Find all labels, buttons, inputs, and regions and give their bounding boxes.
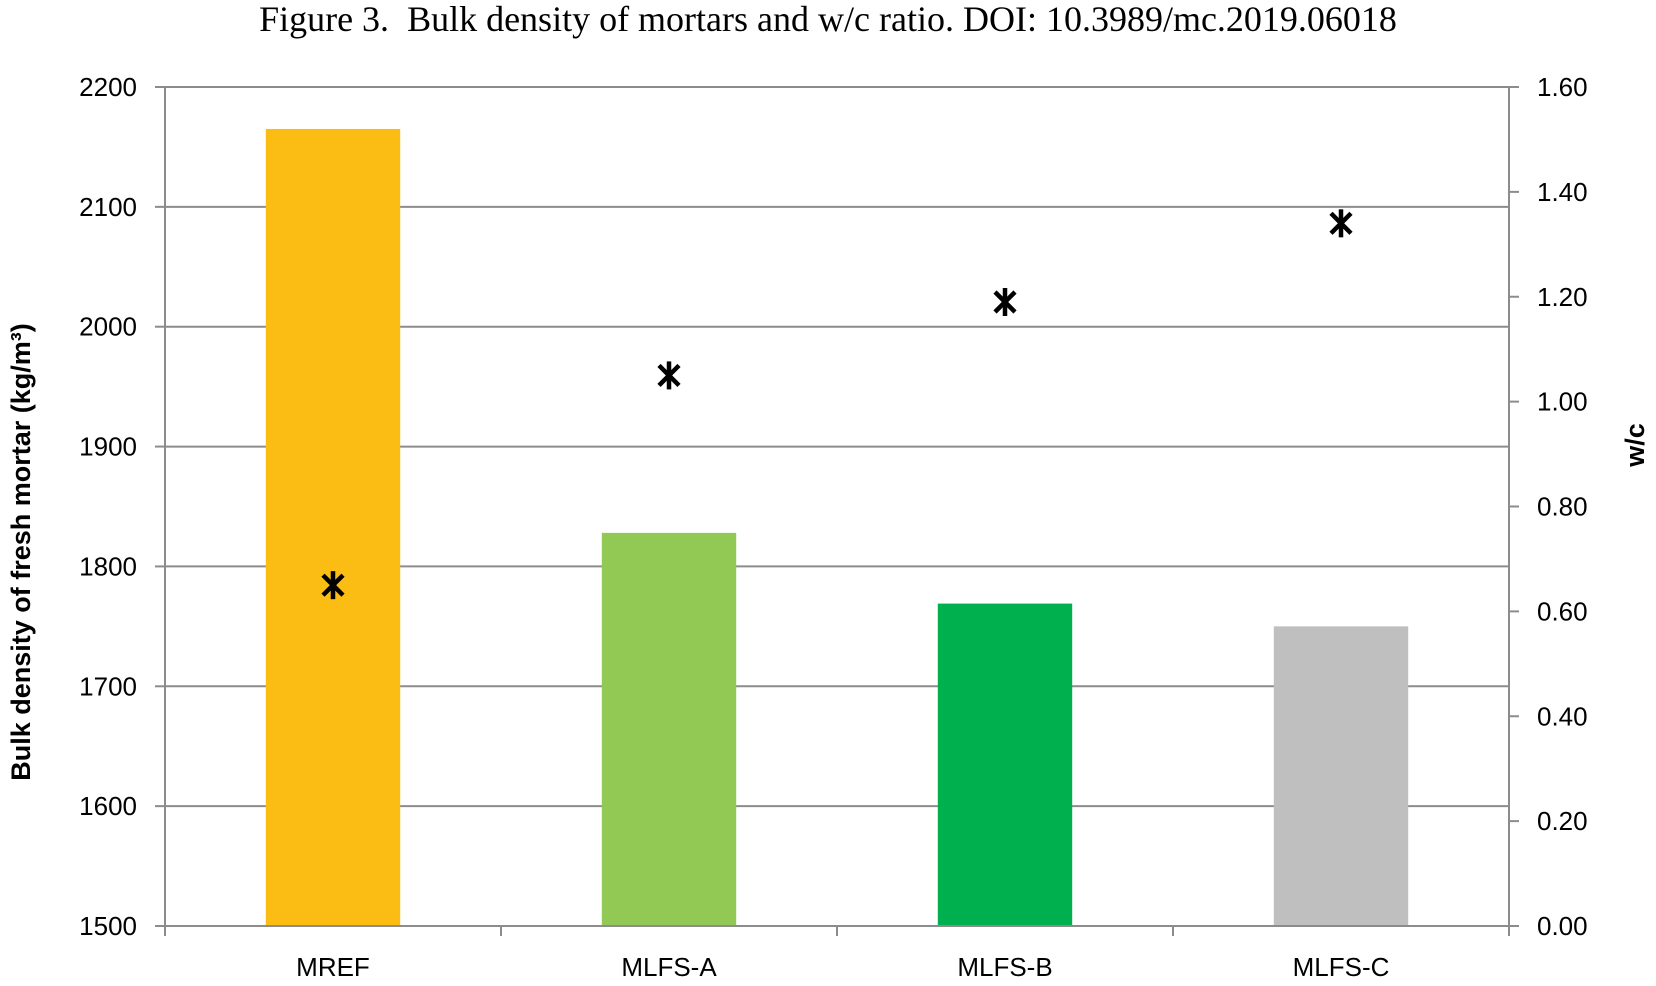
y-tick-label: 1600 [79,791,137,821]
bar-mref [265,128,401,926]
y-tick-label: 1900 [79,432,137,462]
y2-tick-label: 0.80 [1537,492,1588,522]
x-tick-label: MREF [296,952,370,982]
bars [265,128,1409,926]
y-tick-label: 2100 [79,192,137,222]
marker-stroke [321,573,345,597]
bar-mlfs-b [937,603,1073,926]
y-axis-title: Bulk density of fresh mortar (kg/m³) [6,323,36,781]
marker-stroke [1329,211,1353,235]
y2-axis-title: w/c [1620,423,1650,468]
y-tick-label: 2000 [79,312,137,342]
y2-tick-label: 1.40 [1537,177,1588,207]
y2-tick-label: 0.40 [1537,701,1588,731]
y-tick-label: 1800 [79,551,137,581]
y2-tick-label: 0.60 [1537,596,1588,626]
x-tick-label: MLFS-B [957,952,1052,982]
y-tick-label: 1500 [79,911,137,941]
figure-caption: Figure 3. Bulk density of mortars and w/c… [259,0,1397,39]
wc-marker-mlfs-a [657,361,681,390]
marker-stroke [993,290,1017,314]
marker-stroke [657,363,681,387]
y2-tick-label: 0.00 [1537,911,1588,941]
figure-label: Figure 3. [259,0,389,39]
y2-tick-label: 1.60 [1537,72,1588,102]
y2-tick-label: 1.00 [1537,387,1588,417]
wc-marker-mlfs-b [993,287,1017,316]
y2-tick-label: 1.20 [1537,282,1588,312]
tick-labels: 1500 1600 1700 1800 1900 2000 2100 2200 0.00 0.20… [79,72,1587,982]
wc-markers [321,209,1353,600]
wc-marker-mref [321,571,345,600]
bar-mlfs-a [601,532,737,926]
y2-tick-label: 0.20 [1537,806,1588,836]
axes [155,86,1519,936]
y-tick-label: 2200 [79,72,137,102]
figure-caption-text: Bulk density of mortars and w/c ratio. D… [407,0,1397,39]
y-tick-label: 1700 [79,671,137,701]
x-tick-label: MLFS-C [1293,952,1390,982]
wc-marker-mlfs-c [1329,209,1353,238]
x-tick-label: MLFS-A [621,952,717,982]
bar-mlfs-c [1273,626,1409,926]
